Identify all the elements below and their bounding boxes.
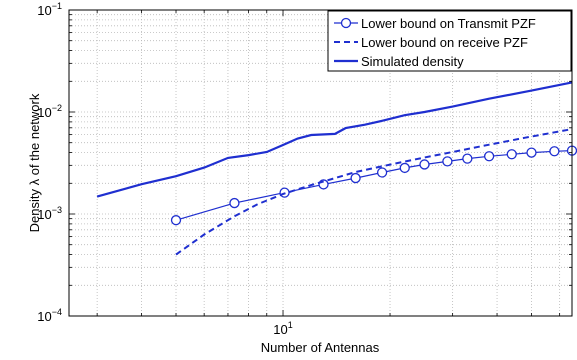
y-axis-title: Density λ of the network xyxy=(27,93,42,232)
data-point xyxy=(350,172,361,184)
series-3 xyxy=(96,81,573,198)
y-tick-label: 10−1 xyxy=(37,1,62,18)
y-tick-label: 10−2 xyxy=(37,103,62,120)
y-tick-label: 10−4 xyxy=(37,307,62,324)
data-point xyxy=(170,215,182,226)
data-point xyxy=(442,156,453,167)
data-point xyxy=(483,151,495,162)
data-point xyxy=(549,146,560,157)
plot-frame xyxy=(68,9,573,317)
legend-label: Simulated density xyxy=(361,54,464,69)
data-point xyxy=(376,167,388,178)
data-point xyxy=(419,159,430,170)
legend-marker xyxy=(340,17,352,29)
data-point xyxy=(526,147,537,158)
data-point xyxy=(506,149,517,160)
series-2 xyxy=(175,128,573,256)
legend-entry: Lower bound on receive PZF xyxy=(334,35,528,50)
legend: Lower bound on Transmit PZF Lower bound o… xyxy=(327,10,572,72)
data-point xyxy=(399,162,410,174)
y-tick-label: 10−3 xyxy=(37,205,62,222)
legend-label: Lower bound on receive PZF xyxy=(361,35,528,50)
x-axis-title: Number of Antennas xyxy=(261,340,380,355)
legend-entry: Simulated density xyxy=(334,54,464,69)
data-point xyxy=(229,197,240,209)
legend-label: Lower bound on Transmit PZF xyxy=(361,16,536,31)
series-line xyxy=(175,128,573,256)
x-tick-label: 101 xyxy=(273,320,292,337)
legend-box xyxy=(327,10,572,72)
series-line xyxy=(96,81,573,198)
legend-entry: Lower bound on Transmit PZF xyxy=(334,16,536,31)
data-point xyxy=(462,153,473,164)
tick-labels: 10−1 10−2 10−3 10−4 101 xyxy=(37,1,292,337)
